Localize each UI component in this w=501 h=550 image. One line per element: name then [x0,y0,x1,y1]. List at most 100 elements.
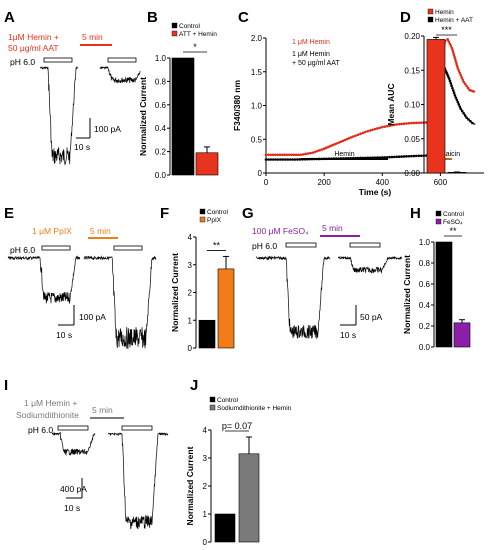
x-tick-label: 400 [376,178,390,187]
panel-e-ph-bar-2 [113,245,143,251]
panel-g: G 100 μM FeSO₄ 5 min pH 6.0 50 pA 10 s [242,205,403,340]
y-tick-label: 0 [188,344,193,353]
y-axis-label: Normalized Current [170,253,180,332]
x-axis-label: Time (s) [359,187,392,197]
series-point-0 [306,152,310,155]
y-tick-label: 0.6 [419,280,431,289]
panel-g-ph-bar-2 [349,242,381,248]
series-point-0 [450,46,454,50]
series-point-0 [457,69,461,72]
series-point-1 [454,96,458,99]
series-point-1 [453,94,457,97]
legend-swatch-0 [427,8,434,15]
series-point-0 [465,84,468,88]
series-point-1 [451,86,454,90]
series-point-0 [454,60,458,63]
series-point-0 [361,131,365,135]
y-tick-label: 0.8 [155,77,167,86]
series-point-0 [455,62,458,66]
trace-g-before [255,255,331,339]
y-tick-label: 0.4 [155,124,167,133]
series-point-1 [410,154,413,158]
bar-hemin [426,39,446,174]
series-point-0 [458,71,462,75]
series-point-0 [456,67,460,70]
panel-i-label: I [4,377,8,394]
significance-label: p= 0.07 [222,421,252,431]
y-tick-label: 4 [188,233,193,242]
panel-e-label: E [4,205,14,222]
series-point-1 [446,73,449,76]
series-point-1 [407,154,411,158]
series-point-0 [371,128,374,132]
panel-i-ph: pH 6.0 [28,425,53,435]
series-point-0 [388,124,391,128]
y-tick-label: 0 [258,169,263,178]
series-point-1 [448,79,452,83]
panel-g-ph-bar-1 [285,242,317,248]
series-point-1 [271,158,275,161]
series-point-0 [278,153,282,157]
panel-e-ph-bar-1 [41,245,71,251]
series-point-0 [397,122,401,126]
series-point-0 [448,42,452,46]
panel-i: I 1 μM Hemin + Sodiumdithionite 5 min pH… [4,377,169,530]
series-point-0 [299,153,303,157]
series-point-0 [292,153,296,157]
series-point-0 [311,151,314,155]
panel-i-duration: 5 min [92,405,113,415]
y-tick-label: 0.0 [419,343,431,352]
x-tick-label: 200 [317,178,331,187]
series-point-0 [337,141,340,144]
series-point-0 [415,121,418,125]
panel-e: E 1 μM PpIX 5 min pH 6.0 100 pA 10 s [4,205,157,350]
series-point-0 [269,153,272,157]
bar-control [198,319,216,349]
legend-swatch-1 [199,216,206,223]
series-point-0 [264,153,268,157]
series-point-0 [285,153,289,157]
y-axis-label: Mean AUC [386,83,396,125]
y-tick-label: 1.0 [251,102,263,111]
y-tick-label: 0.6 [155,101,167,110]
panel-i-scale-x-label: 10 s [64,503,80,513]
series-point-0 [294,153,298,157]
series-point-0 [451,49,454,52]
legend-label-0: Control [217,397,239,404]
series-point-0 [276,153,279,157]
series-point-0 [345,137,349,141]
series-point-0 [462,80,465,84]
y-tick-label: 1.0 [419,238,431,247]
series-point-0 [378,126,382,130]
series-point-1 [388,155,391,159]
series-point-0 [380,125,384,129]
series-point-1 [471,121,474,125]
bar-control [214,513,236,543]
series-point-0 [326,145,330,149]
series-point-1 [450,84,453,88]
series-point-1 [267,158,270,161]
series-point-1 [385,155,389,159]
panel-f-label: F [160,205,169,222]
series-point-1 [452,91,456,95]
y-tick-label: 0.2 [155,148,167,157]
panel-g-current-traces [255,255,403,339]
series-point-0 [349,136,353,139]
series-point-1 [288,158,292,161]
series-point-1 [465,116,468,119]
series-point-1 [447,77,451,80]
series-point-1 [405,155,408,158]
series-point-0 [466,86,470,90]
series-point-1 [286,158,290,161]
series-point-0 [446,38,449,41]
bar-feso- [453,322,471,348]
legend-label-0: Hemin [435,9,454,16]
y-tick-label: 0.15 [404,66,420,75]
series-point-0 [315,149,319,153]
series-point-0 [351,135,355,138]
series-point-0 [390,124,394,127]
bar-control [435,241,453,348]
panel-c-label: C [238,9,249,26]
